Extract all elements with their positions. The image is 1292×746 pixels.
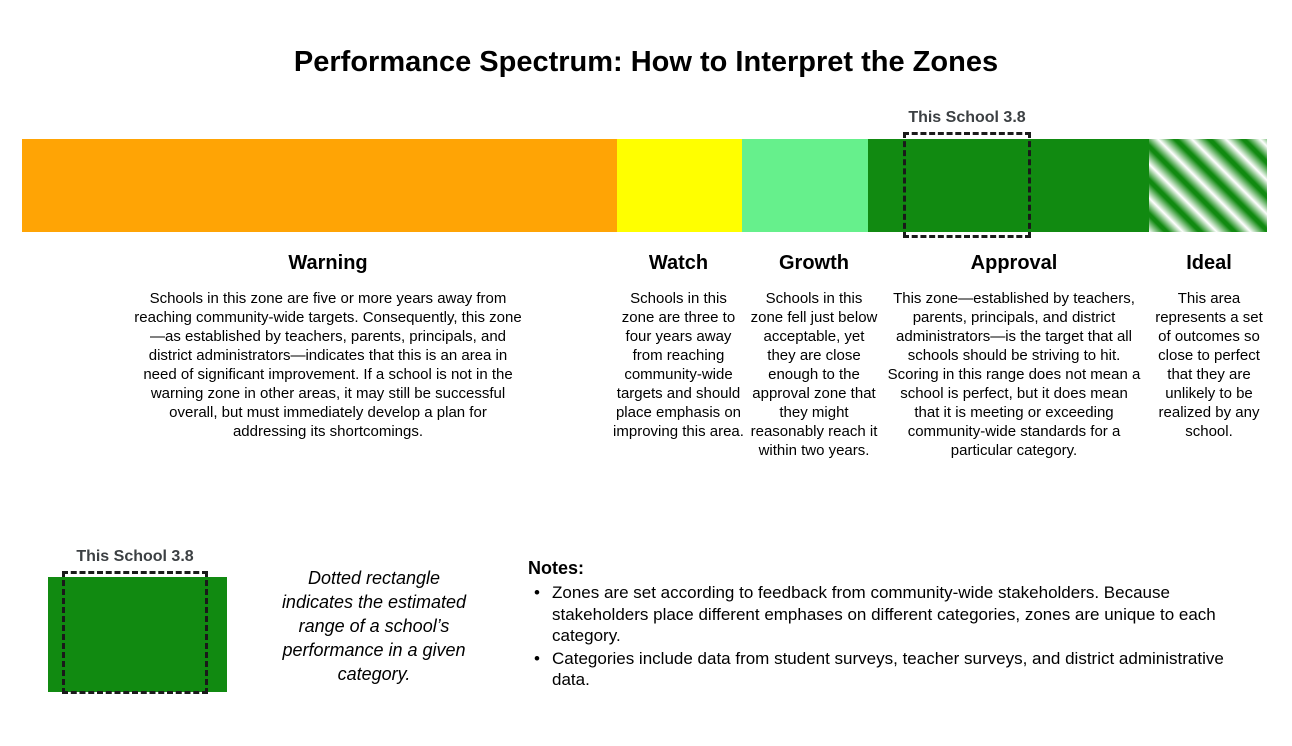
zone-description-approval: This zone—established by teachers, paren… [887,290,1141,459]
page-title: Performance Spectrum: How to Interpret t… [293,46,999,78]
notes-item: Zones are set according to feedback from… [528,582,1228,647]
zone-segment-approval [868,139,1149,232]
zone-heading-watch: Watch [648,252,709,274]
zone-heading-growth: Growth [779,252,849,274]
zone-heading-ideal: Ideal [1186,252,1232,274]
zone-heading-approval: Approval [970,252,1058,274]
zone-segment-warning [22,139,617,232]
notes-heading: Notes: [528,558,585,578]
zone-segment-watch [617,139,742,232]
zone-description-ideal: This area represents a set of outcomes s… [1155,290,1263,440]
zone-segment-ideal [1149,139,1267,232]
zone-segment-growth [742,139,868,232]
zone-column-watch: Watch Schools in this zone are three to … [612,252,745,441]
zone-description-watch: Schools in this zone are three to four y… [613,290,744,440]
notes-item: Categories include data from student sur… [528,648,1228,691]
legend-school-score-label: This School 3.8 [76,548,194,565]
zone-column-growth: Growth Schools in this zone fell just be… [748,252,880,460]
zone-heading-warning: Warning [288,252,368,274]
zone-column-ideal: Ideal This area represents a set of outc… [1151,252,1267,441]
legend-approval-swatch [48,577,227,692]
legend-dotted-rect [62,571,208,694]
zone-description-warning: Schools in this zone are five or more ye… [134,290,522,440]
school-range-dotted-rect [903,132,1031,238]
notes-list: Zones are set according to feedback from… [528,582,1228,691]
zone-column-approval: Approval This zone—established by teache… [886,252,1142,460]
legend-caption: Dotted rectangle indicates the estimated… [281,568,467,684]
spectrum-bar [22,139,1267,232]
zone-column-warning: Warning Schools in this zone are five or… [133,252,523,441]
notes-section: Notes: Zones are set according to feedba… [528,558,1228,692]
school-score-label: This School 3.8 [908,109,1026,126]
zone-description-growth: Schools in this zone fell just below acc… [750,290,878,459]
